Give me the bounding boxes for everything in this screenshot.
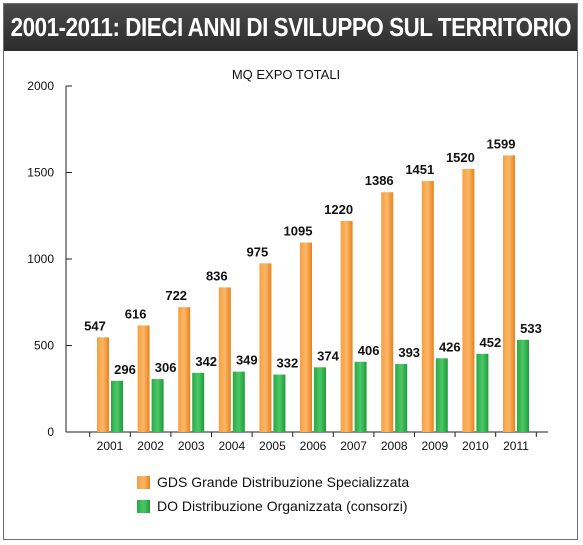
bars: 547 296 616 306 722 342 836 349 975 332 1095 374 122… <box>84 136 542 433</box>
bar-gds-2002 <box>137 325 150 432</box>
bar-gds-2011 <box>503 155 515 433</box>
chart-title: MQ EXPO TOTALI <box>232 67 340 82</box>
data-label-do-2002: 306 <box>155 360 177 375</box>
bar-do-2010 <box>476 353 489 432</box>
data-label-do-2005: 332 <box>277 356 299 371</box>
data-label-gds-2003: 722 <box>165 288 187 303</box>
data-label-gds-2011: 1599 <box>487 136 516 151</box>
y-tick-label: 2000 <box>27 79 54 93</box>
header-title: 2001-2011: DIECI ANNI DI SVILUPPO SUL TE… <box>10 12 571 42</box>
legend: GDS Grande Distribuzione Specializzata DO… <box>137 474 409 514</box>
bar-do-2004 <box>232 371 245 432</box>
legend-label-gds: GDS Grande Distribuzione Specializzata <box>157 474 409 490</box>
data-label-do-2004: 349 <box>236 353 258 368</box>
chart-header: 2001-2011: DIECI ANNI DI SVILUPPO SUL TE… <box>4 4 577 51</box>
data-label-do-2006: 374 <box>317 348 339 363</box>
x-tick-label: 2008 <box>381 439 408 453</box>
bar-gds-2001 <box>97 337 109 432</box>
bar-gds-2004 <box>218 287 231 432</box>
chart-frame: 2001-2011: DIECI ANNI DI SVILUPPO SUL TE… <box>3 3 578 540</box>
x-tick-label: 2001 <box>97 439 124 453</box>
bar-do-2007 <box>354 361 367 432</box>
bar-do-2002 <box>151 379 164 432</box>
legend-swatch-gds <box>137 476 150 489</box>
data-label-do-2001: 296 <box>114 362 136 377</box>
legend-swatch-do <box>137 500 150 513</box>
bar-do-2005 <box>273 374 286 432</box>
data-label-gds-2001: 547 <box>84 318 106 333</box>
data-label-do-2007: 406 <box>358 343 380 358</box>
x-tick-label: 2004 <box>218 439 245 453</box>
bar-do-2001 <box>111 380 123 432</box>
data-label-do-2009: 426 <box>439 339 461 354</box>
y-tick-label: 500 <box>34 339 54 353</box>
data-label-do-2010: 452 <box>480 335 502 350</box>
bar-do-2011 <box>517 339 529 432</box>
y-tick-label: 1000 <box>27 252 54 266</box>
data-label-gds-2009: 1451 <box>405 162 434 177</box>
data-label-gds-2006: 1095 <box>284 224 313 239</box>
legend-label-do: DO Distribuzione Organizzata (consorzi) <box>157 498 408 514</box>
data-label-do-2011: 533 <box>520 321 542 336</box>
axes: 0 500 1000 1500 2000 2001 2002 2003 2004 2005 2006… <box>27 79 548 453</box>
data-label-do-2008: 393 <box>398 345 420 360</box>
bar-gds-2008 <box>381 192 394 432</box>
data-label-gds-2007: 1220 <box>324 202 353 217</box>
bar-do-2008 <box>395 364 408 432</box>
bar-gds-2006 <box>300 242 312 432</box>
x-tick-label: 2005 <box>259 439 286 453</box>
bar-gds-2010 <box>462 169 475 433</box>
bar-do-2009 <box>435 358 448 432</box>
x-tick-label: 2006 <box>300 439 327 453</box>
x-tick-label: 2002 <box>137 439 164 453</box>
x-tick-label: 2003 <box>178 439 205 453</box>
data-label-gds-2004: 836 <box>206 268 228 283</box>
bar-gds-2007 <box>340 220 353 432</box>
y-tick-label: 0 <box>47 425 54 439</box>
y-tick-label: 1500 <box>27 166 54 180</box>
bar-gds-2003 <box>178 307 191 432</box>
data-label-gds-2005: 975 <box>247 244 269 259</box>
data-label-gds-2010: 1520 <box>446 150 475 165</box>
data-label-gds-2002: 616 <box>125 306 147 321</box>
data-label-do-2003: 342 <box>195 354 217 369</box>
bar-do-2003 <box>192 372 205 432</box>
data-label-gds-2008: 1386 <box>365 173 394 188</box>
x-tick-label: 2011 <box>503 439 529 453</box>
x-tick-label: 2009 <box>421 439 448 453</box>
bar-gds-2005 <box>259 263 272 432</box>
x-tick-label: 2010 <box>462 439 489 453</box>
x-tick-label: 2007 <box>340 439 367 453</box>
bar-do-2006 <box>314 367 326 432</box>
bar-gds-2009 <box>421 180 434 432</box>
